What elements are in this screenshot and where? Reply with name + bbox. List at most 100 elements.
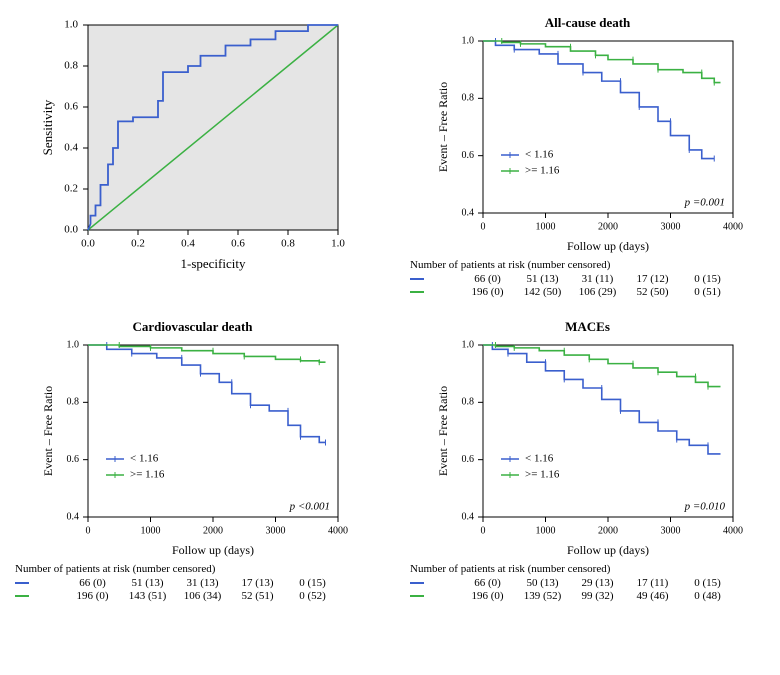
risk-cell: 0 (51) <box>680 286 735 298</box>
svg-text:< 1.16: < 1.16 <box>525 149 554 161</box>
svg-text:0.6: 0.6 <box>64 101 78 113</box>
risk-cell: 49 (46) <box>625 590 680 602</box>
svg-text:< 1.16: < 1.16 <box>130 453 159 465</box>
svg-text:1.0: 1.0 <box>461 339 474 350</box>
risk-cell: 66 (0) <box>460 577 515 589</box>
risk-row: 66 (0)50 (13)29 (13)17 (11)0 (15) <box>410 577 765 589</box>
svg-text:Event – Free Ratio: Event – Free Ratio <box>40 386 54 476</box>
svg-text:0.2: 0.2 <box>131 238 145 250</box>
svg-text:0.6: 0.6 <box>66 454 79 465</box>
svg-text:4000: 4000 <box>328 525 348 536</box>
risk-row: 66 (0)51 (13)31 (11)17 (12)0 (15) <box>410 273 765 285</box>
svg-text:0.0: 0.0 <box>64 224 78 236</box>
risk-cell: 51 (13) <box>515 273 570 285</box>
km-chart: 010002000300040000.40.60.81.0< 1.16>= 1.… <box>428 337 748 557</box>
panel-km: MACEs010002000300040000.40.60.81.0< 1.16… <box>410 319 765 603</box>
svg-text:>= 1.16: >= 1.16 <box>525 165 560 177</box>
risk-cell: 51 (13) <box>120 577 175 589</box>
svg-text:p =0.010: p =0.010 <box>683 501 725 513</box>
risk-cell: 139 (52) <box>515 590 570 602</box>
risk-cell: 142 (50) <box>515 286 570 298</box>
svg-text:1.0: 1.0 <box>331 238 345 250</box>
panel-km: All-cause death 0 1000 2000 3000 4000 0.4 0.6 0.… <box>410 15 765 299</box>
svg-text:1.0: 1.0 <box>64 19 78 31</box>
risk-row: 196 (0)139 (52)99 (32)49 (46)0 (48) <box>410 590 765 602</box>
risk-cell: 31 (11) <box>570 273 625 285</box>
svg-text:0.8: 0.8 <box>64 60 78 72</box>
risk-cell: 17 (13) <box>230 577 285 589</box>
svg-text:Follow up (days): Follow up (days) <box>567 543 649 557</box>
svg-text:1.0: 1.0 <box>461 35 474 46</box>
risk-cell: 29 (13) <box>570 577 625 589</box>
panel-roc: 0.00.20.40.60.81.00.00.20.40.60.81.01-sp… <box>15 15 370 299</box>
series-mark <box>410 595 424 597</box>
svg-text:0.2: 0.2 <box>64 183 78 195</box>
svg-text:0: 0 <box>480 221 485 232</box>
svg-text:0.6: 0.6 <box>461 150 474 161</box>
risk-row: 66 (0)51 (13)31 (13)17 (13)0 (15) <box>15 577 370 589</box>
chart-title: Cardiovascular death <box>132 319 252 335</box>
svg-text:p <0.001: p <0.001 <box>288 501 329 513</box>
svg-text:>= 1.16: >= 1.16 <box>525 469 560 481</box>
svg-text:1000: 1000 <box>535 221 555 232</box>
svg-text:1-specificity: 1-specificity <box>180 256 245 271</box>
svg-text:1000: 1000 <box>535 525 555 536</box>
risk-row: 196 (0)143 (51)106 (34)52 (51)0 (52) <box>15 590 370 602</box>
svg-text:0.4: 0.4 <box>181 238 195 250</box>
risk-cell: 196 (0) <box>460 590 515 602</box>
svg-text:Sensitivity: Sensitivity <box>39 99 54 155</box>
svg-text:0.4: 0.4 <box>66 511 79 522</box>
svg-text:0.8: 0.8 <box>461 397 474 408</box>
risk-table-title: Number of patients at risk (number censo… <box>410 259 765 271</box>
roc-chart: 0.00.20.40.60.81.00.00.20.40.60.81.01-sp… <box>33 15 353 275</box>
svg-text:0.4: 0.4 <box>64 142 78 154</box>
svg-text:4000: 4000 <box>723 221 743 232</box>
svg-text:0.4: 0.4 <box>461 207 474 218</box>
svg-text:Event – Free Ratio: Event – Free Ratio <box>435 82 449 172</box>
svg-text:0.6: 0.6 <box>461 454 474 465</box>
svg-text:2000: 2000 <box>203 525 223 536</box>
risk-row: 196 (0)142 (50)106 (29)52 (50)0 (51) <box>410 286 765 298</box>
risk-table: Number of patients at risk (number censo… <box>410 259 765 299</box>
risk-cell: 31 (13) <box>175 577 230 589</box>
risk-cell: 106 (34) <box>175 590 230 602</box>
chart-title: MACEs <box>565 319 610 335</box>
series-mark <box>410 291 424 293</box>
risk-cell: 0 (15) <box>680 577 735 589</box>
svg-text:1000: 1000 <box>140 525 160 536</box>
svg-text:Follow up (days): Follow up (days) <box>172 543 254 557</box>
svg-text:0.4: 0.4 <box>461 511 474 522</box>
svg-text:>= 1.16: >= 1.16 <box>130 469 165 481</box>
svg-text:3000: 3000 <box>660 525 680 536</box>
svg-text:1.0: 1.0 <box>66 339 79 350</box>
risk-cell: 66 (0) <box>460 273 515 285</box>
svg-text:< 1.16: < 1.16 <box>525 453 554 465</box>
risk-cell: 0 (48) <box>680 590 735 602</box>
risk-cell: 0 (52) <box>285 590 340 602</box>
svg-text:2000: 2000 <box>598 221 618 232</box>
svg-text:0: 0 <box>480 525 485 536</box>
svg-text:3000: 3000 <box>660 221 680 232</box>
svg-text:Event – Free Ratio: Event – Free Ratio <box>435 386 449 476</box>
risk-cell: 99 (32) <box>570 590 625 602</box>
risk-cell: 0 (15) <box>680 273 735 285</box>
risk-cell: 50 (13) <box>515 577 570 589</box>
risk-table-title: Number of patients at risk (number censo… <box>15 563 370 575</box>
svg-text:0.8: 0.8 <box>66 397 79 408</box>
risk-cell: 17 (11) <box>625 577 680 589</box>
series-mark <box>410 582 424 584</box>
risk-cell: 196 (0) <box>65 590 120 602</box>
svg-text:3000: 3000 <box>265 525 285 536</box>
svg-text:0.8: 0.8 <box>281 238 295 250</box>
risk-cell: 143 (51) <box>120 590 175 602</box>
series-mark <box>410 278 424 280</box>
risk-cell: 66 (0) <box>65 577 120 589</box>
risk-cell: 106 (29) <box>570 286 625 298</box>
series-mark <box>15 582 29 584</box>
risk-cell: 52 (50) <box>625 286 680 298</box>
chart-title: All-cause death <box>545 15 631 31</box>
series-mark <box>15 595 29 597</box>
svg-text:0.0: 0.0 <box>81 238 95 250</box>
risk-table: Number of patients at risk (number censo… <box>15 563 370 603</box>
svg-text:0.8: 0.8 <box>461 93 474 104</box>
